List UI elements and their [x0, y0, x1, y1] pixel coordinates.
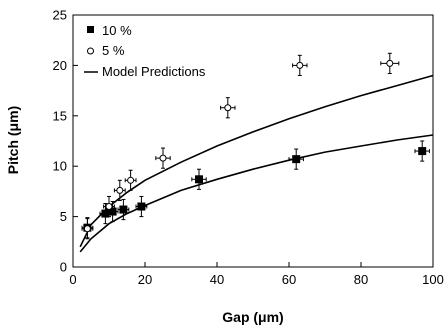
legend-marker-10-percent — [87, 26, 94, 33]
data-point-5-percent — [127, 176, 135, 184]
y-tick-label: 5 — [60, 209, 67, 224]
x-tick-label: 20 — [138, 272, 152, 287]
legend-label-10-percent: 10 % — [102, 23, 132, 38]
y-tick-label: 10 — [53, 159, 67, 174]
data-point-5-percent — [83, 225, 91, 233]
data-point-10-percent — [418, 147, 427, 156]
x-tick-label: 100 — [422, 272, 444, 287]
model-prediction-curve — [79, 134, 434, 253]
data-point-10-percent — [195, 175, 203, 184]
data-point-5-percent — [105, 203, 113, 211]
plot-frame — [72, 14, 434, 268]
data-point-5-percent — [224, 104, 232, 112]
y-tick-label: 20 — [53, 58, 67, 73]
data-point-10-percent — [108, 207, 117, 216]
data-point-5-percent — [116, 186, 124, 194]
x-axis-title: Gap (μm) — [222, 309, 283, 325]
data-point-10-percent — [292, 155, 301, 164]
data-point-5-percent — [296, 61, 304, 69]
x-tick-label: 60 — [282, 272, 296, 287]
y-tick-label: 15 — [53, 108, 67, 123]
data-points — [81, 52, 430, 240]
x-tick-label: 40 — [210, 272, 224, 287]
data-point-10-percent — [137, 202, 146, 211]
data-point-5-percent — [386, 59, 394, 67]
data-point-10-percent — [119, 205, 128, 214]
legend-marker-5-percent — [87, 47, 94, 55]
legend-label-5-percent: 5 % — [102, 43, 125, 58]
y-axis-title: Pitch (μm) — [5, 106, 21, 174]
x-tick-label: 80 — [354, 272, 368, 287]
data-point-5-percent — [159, 154, 167, 162]
x-tick-label: 0 — [69, 272, 76, 287]
y-tick-label: 0 — [60, 260, 67, 275]
data-point-10-percent — [101, 209, 110, 218]
legend-label-model: Model Predictions — [102, 64, 206, 79]
legend: 10 % 5 % Model Predictions — [84, 23, 206, 79]
plot-area — [72, 14, 434, 268]
model-prediction-curve — [79, 74, 434, 248]
y-tick-label: 25 — [53, 8, 67, 23]
axis-ticks: 0 20 40 60 80 100 0 5 10 15 20 25 — [53, 8, 444, 288]
model-curves — [79, 74, 434, 253]
